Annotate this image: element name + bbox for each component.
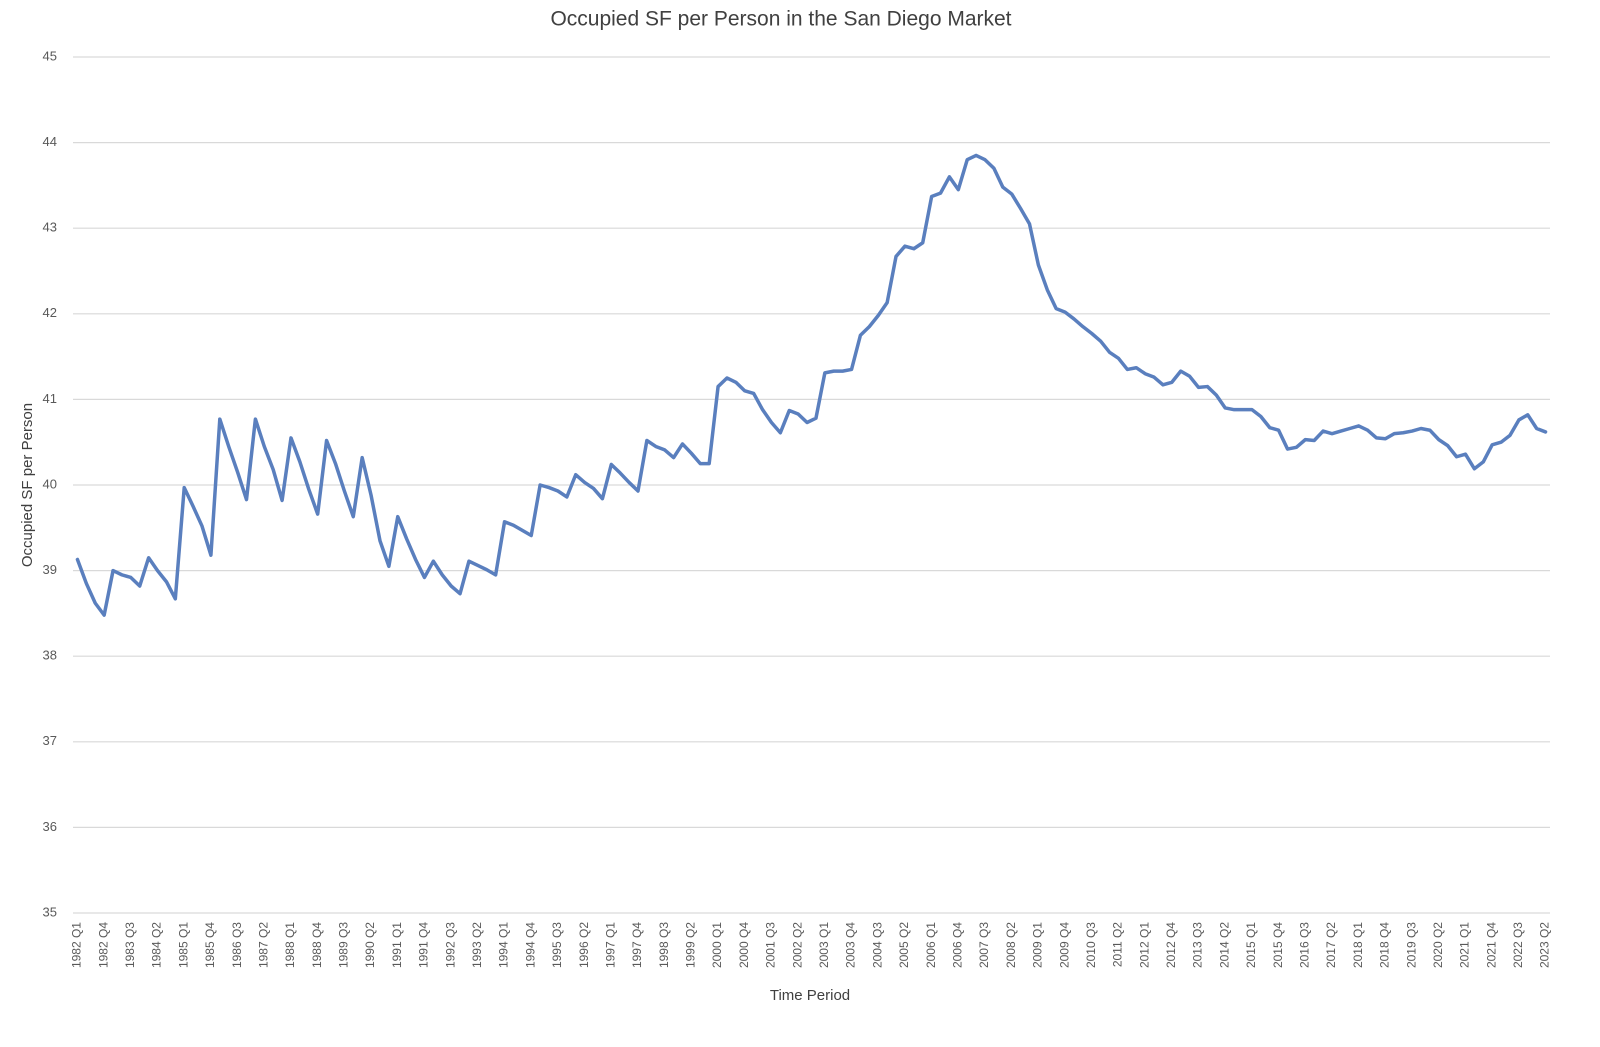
x-tick-label: 1982 Q4 xyxy=(96,922,110,968)
x-tick-label: 1990 Q2 xyxy=(363,922,377,968)
x-tick-label: 2021 Q4 xyxy=(1484,922,1498,968)
y-tick-label: 44 xyxy=(43,134,57,149)
x-tick-label: 2020 Q2 xyxy=(1431,922,1445,968)
x-tick-label: 1983 Q3 xyxy=(123,922,137,968)
x-tick-label: 1994 Q4 xyxy=(523,922,537,968)
x-tick-label: 2009 Q1 xyxy=(1031,922,1045,968)
x-tick-label: 1986 Q3 xyxy=(230,922,244,968)
x-tick-label: 2015 Q4 xyxy=(1271,922,1285,968)
y-tick-label: 36 xyxy=(43,819,57,834)
y-tick-label: 42 xyxy=(43,305,57,320)
x-tick-label: 1994 Q1 xyxy=(497,922,511,968)
x-tick-label: 1989 Q3 xyxy=(337,922,351,968)
y-tick-label: 41 xyxy=(43,391,57,406)
x-tick-label: 1991 Q4 xyxy=(417,922,431,968)
x-tick-label: 1982 Q1 xyxy=(70,922,84,968)
x-tick-label: 2022 Q3 xyxy=(1511,922,1525,968)
x-tick-label: 2012 Q1 xyxy=(1137,922,1151,968)
x-tick-label: 1992 Q3 xyxy=(443,922,457,968)
x-tick-label: 1984 Q2 xyxy=(150,922,164,968)
x-tick-label: 2006 Q4 xyxy=(950,922,964,968)
x-tick-label: 2000 Q1 xyxy=(710,922,724,968)
y-tick-label: 40 xyxy=(43,476,57,491)
x-tick-label: 2014 Q2 xyxy=(1217,922,1231,968)
x-tick-label: 1991 Q1 xyxy=(390,922,404,968)
x-tick-label: 2003 Q4 xyxy=(844,922,858,968)
x-tick-label: 2010 Q3 xyxy=(1084,922,1098,968)
chart-title: Occupied SF per Person in the San Diego … xyxy=(550,8,1011,31)
x-tick-label: 2004 Q3 xyxy=(870,922,884,968)
y-tick-label: 37 xyxy=(43,733,57,748)
x-tick-label: 1988 Q1 xyxy=(283,922,297,968)
x-tick-label: 2003 Q1 xyxy=(817,922,831,968)
x-tick-label: 1987 Q2 xyxy=(256,922,270,968)
x-tick-label: 2006 Q1 xyxy=(924,922,938,968)
x-tick-label: 2011 Q2 xyxy=(1111,922,1125,967)
x-tick-label: 2021 Q1 xyxy=(1458,922,1472,968)
x-tick-label: 1985 Q4 xyxy=(203,922,217,968)
data-line xyxy=(75,153,1548,617)
x-tick-label: 1993 Q2 xyxy=(470,922,484,968)
x-tick-label: 1998 Q3 xyxy=(657,922,671,968)
x-tick-label: 2018 Q4 xyxy=(1378,922,1392,968)
y-tick-label: 38 xyxy=(43,648,57,663)
x-tick-label: 2017 Q2 xyxy=(1324,922,1338,968)
x-tick-label: 2023 Q2 xyxy=(1538,922,1552,968)
x-tick-label: 1988 Q4 xyxy=(310,922,324,968)
y-axis-title: Occupied SF per Person xyxy=(19,403,36,567)
x-tick-label: 2009 Q4 xyxy=(1057,922,1071,968)
y-tick-label: 45 xyxy=(43,48,57,63)
x-tick-label: 1996 Q2 xyxy=(577,922,591,968)
x-tick-label: 2016 Q3 xyxy=(1297,922,1311,968)
y-tick-label: 39 xyxy=(43,562,57,577)
x-tick-label: 2015 Q1 xyxy=(1244,922,1258,968)
x-tick-label: 2002 Q2 xyxy=(790,922,804,968)
x-tick-label: 1985 Q1 xyxy=(176,922,190,968)
x-tick-label: 2008 Q2 xyxy=(1004,922,1018,968)
x-axis-title: Time Period xyxy=(770,987,850,1004)
x-tick-label: 2019 Q3 xyxy=(1404,922,1418,968)
x-tick-label: 2001 Q3 xyxy=(764,922,778,968)
x-tick-label: 2013 Q3 xyxy=(1191,922,1205,968)
y-tick-label: 35 xyxy=(43,904,57,919)
x-tick-label: 1995 Q3 xyxy=(550,922,564,968)
x-tick-label: 1997 Q1 xyxy=(603,922,617,968)
x-tick-label: 2007 Q3 xyxy=(977,922,991,968)
x-tick-label: 1999 Q2 xyxy=(684,922,698,968)
x-tick-label: 2018 Q1 xyxy=(1351,922,1365,968)
y-tick-label: 43 xyxy=(43,220,57,235)
x-tick-label: 2012 Q4 xyxy=(1164,922,1178,968)
x-tick-label: 1997 Q4 xyxy=(630,922,644,968)
x-tick-label: 2005 Q2 xyxy=(897,922,911,968)
x-tick-label: 2000 Q4 xyxy=(737,922,751,968)
